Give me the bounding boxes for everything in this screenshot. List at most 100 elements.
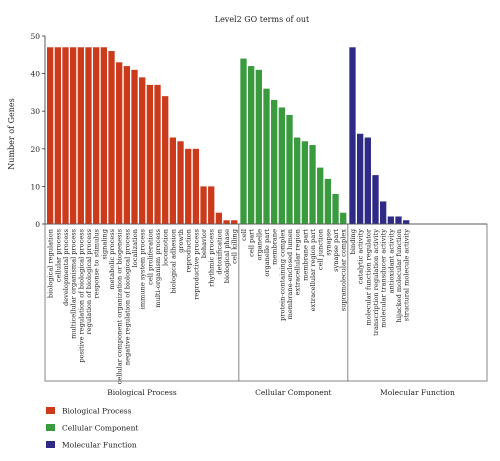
category-label-negative-regulation-of-biological-process: negative regulation of biological proces… <box>123 228 131 365</box>
category-label-molecular-function-regulator: molecular function regulator <box>364 228 372 325</box>
bar-signaling <box>100 47 107 224</box>
category-label-extracellular-region: extracellular region <box>294 228 302 295</box>
y-axis-label: Number of Genes <box>7 98 16 169</box>
category-label-antioxidant-activity: antioxidant activity <box>387 229 395 294</box>
legend-label-biological-process: Biological Process <box>62 407 132 416</box>
category-label-membrane: membrane <box>271 229 279 265</box>
bar-molecular-transducer-activity <box>380 201 387 224</box>
y-tick-label: 40 <box>30 70 40 79</box>
bar-regulation-of-biological-process <box>85 47 92 224</box>
bar-biological-phase <box>223 220 230 224</box>
category-label-cellular-process: cellular process <box>54 228 62 282</box>
category-label-organelle-part: organelle part <box>263 229 271 277</box>
category-label-response-to-stimulus: response to stimulus <box>93 228 101 298</box>
category-label-growth: growth <box>177 228 185 253</box>
bar-supramolecular-complex <box>340 212 347 224</box>
bar-cell-junction <box>317 167 324 224</box>
chart-title: Level2 GO terms of out <box>215 15 310 24</box>
category-label-structural-molecule-activity: structural molecule activity <box>403 229 411 321</box>
bar-response-to-stimulus <box>93 47 100 224</box>
category-label-cell: cell <box>240 229 248 241</box>
category-label-localization: localization <box>131 228 139 267</box>
legend-swatch-molecular-function <box>46 441 55 448</box>
category-label-molecular-transducer-activity: molecular transducer activity <box>380 229 388 328</box>
category-label-catalytic-activity: catalytic activity <box>357 229 365 284</box>
category-label-supramolecular-complex: supramolecular complex <box>340 229 348 312</box>
category-label-signaling: signaling <box>100 228 108 259</box>
bar-cell <box>240 58 247 225</box>
bar-rhythmic-process <box>208 186 215 224</box>
bar-cell-part <box>248 66 255 224</box>
group-label-molecular-function: Molecular Function <box>380 388 455 397</box>
bar-detoxification <box>215 212 223 224</box>
category-label-multicellular-organismal-process: multicellular organismal process <box>70 228 78 338</box>
bar-reproductive-process <box>192 148 200 224</box>
category-label-binding: binding <box>349 228 357 254</box>
bar-reproduction <box>185 148 192 224</box>
category-label-cell-part: cell part <box>248 229 256 257</box>
category-label-locomotion: locomotion <box>162 228 170 266</box>
bar-cell-killing <box>231 220 238 224</box>
bar-synapse <box>324 178 332 224</box>
category-label-reproductive-process: reproductive process <box>192 228 200 299</box>
category-label-regulation-of-biological-process: regulation of biological process <box>85 228 93 334</box>
bar-antioxidant-activity <box>387 216 394 224</box>
bar-membrane <box>271 99 278 224</box>
category-label-rhythmic-process: rhythmic process <box>208 228 216 286</box>
category-label-membrane-enclosed-lumen: membrane-enclosed lumen <box>286 228 294 319</box>
bar-negative-regulation-of-biological-process <box>123 66 130 224</box>
category-label-organelle: organelle <box>255 229 263 261</box>
bar-membrane-enclosed-lumen <box>286 114 293 224</box>
category-label-synapse-part: synapse part <box>332 229 340 272</box>
category-label-developmental-process: developmental process <box>62 228 70 306</box>
bar-catalytic-activity <box>357 133 364 224</box>
bar-molecular-function-regulator <box>364 137 371 224</box>
bar-positive-regulation-of-biological-process <box>77 47 84 224</box>
category-label-immune-system-process: immune system process <box>139 228 147 309</box>
bar-multicellular-organismal-process <box>70 47 77 224</box>
bar-binding <box>349 47 356 224</box>
bar-cell-proliferation <box>146 84 154 224</box>
category-label-behavior: behavior <box>200 228 208 258</box>
category-label-metabolic-process: metabolic process <box>108 228 116 289</box>
bar-membrane-part <box>301 141 309 224</box>
bar-organelle-part <box>263 88 270 224</box>
category-label-hijacked-molecular-function: hijacked molecular function <box>395 228 403 322</box>
group-label-biological-process: Biological Process <box>107 388 177 397</box>
group-label-cellular-component: Cellular Component <box>255 388 331 397</box>
category-label-cell-junction: cell junction <box>317 228 325 270</box>
bar-extracellular-region <box>294 137 301 224</box>
bar-immune-system-process <box>139 77 146 224</box>
category-label-cell-killing: cell killing <box>231 228 239 264</box>
bar-locomotion <box>162 96 169 224</box>
category-label-positive-regulation-of-biological-process: positive regulation of biological proces… <box>77 228 85 362</box>
bar-multi-organism-process <box>154 84 161 224</box>
category-label-biological-regulation: biological regulation <box>47 228 55 298</box>
bar-cellular-component-organization-or-biogenesis <box>116 62 123 224</box>
category-label-membrane-part: membrane part <box>301 229 309 281</box>
bar-biological-regulation <box>47 47 54 224</box>
bar-behavior <box>200 186 207 224</box>
group-frame <box>44 223 488 382</box>
bar-localization <box>131 69 138 224</box>
y-tick-label: 20 <box>30 145 40 154</box>
legend-label-molecular-function: Molecular Function <box>62 441 137 450</box>
bar-growth <box>177 141 184 224</box>
bar-protein-containing-complex <box>278 107 285 224</box>
category-label-synapse: synapse <box>324 229 332 256</box>
category-label-detoxification: detoxification <box>215 228 223 274</box>
bar-organelle <box>255 69 262 224</box>
category-label-protein-containing-complex: protein-containing complex <box>278 229 286 321</box>
category-label-reproduction: reproduction <box>185 228 193 272</box>
category-label-multi-organism-process: multi-organism process <box>154 228 162 307</box>
legend-swatch-cellular-component <box>46 424 55 431</box>
bar-structural-molecule-activity <box>403 220 410 224</box>
category-label-extracellular-region-part: extracellular region part <box>309 229 317 312</box>
legend-swatch-biological-process <box>46 407 55 414</box>
bar-hijacked-molecular-function <box>395 216 402 224</box>
bar-biological-adhesion <box>169 137 177 224</box>
legend-label-cellular-component: Cellular Component <box>62 424 138 433</box>
bar-cellular-process <box>54 47 61 224</box>
